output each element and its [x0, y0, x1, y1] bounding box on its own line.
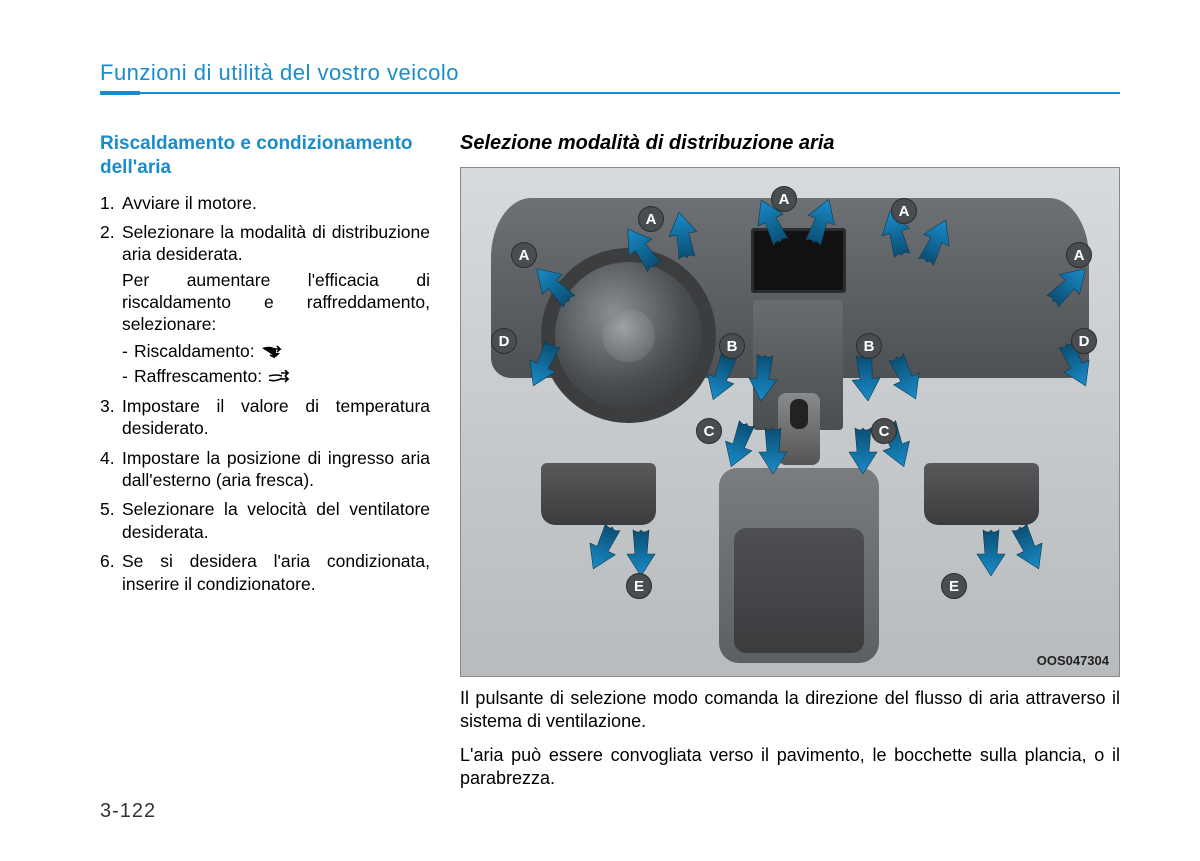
right-column: Selezione modalità di distribuzione aria… [460, 132, 1120, 791]
vent-label-a: A [638, 206, 664, 232]
step-text: Se si desidera l'aria condizionata, inse… [122, 551, 430, 593]
dash-item: Riscaldamento: [122, 340, 430, 363]
figure-caption: Il pulsante di selezione modo comanda la… [460, 687, 1120, 734]
dash-list: Riscaldamento: Raffrescamento: [122, 340, 430, 388]
dash-label: Raffrescamento: [134, 366, 262, 386]
step-item: Selezionare la modalità di distribuzione… [100, 221, 430, 388]
dash-label: Riscaldamento: [134, 341, 255, 361]
page-number: 3-122 [100, 800, 156, 823]
step-item: Se si desidera l'aria condizionata, inse… [100, 550, 430, 595]
step-item: Impostare la posizione di ingresso aria … [100, 447, 430, 492]
step-text: Impostare il valore di temperatura desid… [122, 396, 430, 438]
vent-label-b: B [719, 333, 745, 359]
vent-label-b: B [856, 333, 882, 359]
vent-label-a: A [1066, 242, 1092, 268]
figure-title: Selezione modalità di distribuzione aria [460, 132, 1120, 155]
step-subtext: Per aumentare l'efficacia di riscaldamen… [122, 269, 430, 336]
figure-caption: L'aria può essere convogliata verso il p… [460, 744, 1120, 791]
vent-label-e: E [941, 573, 967, 599]
center-console [719, 468, 879, 663]
content-area: Riscaldamento e condizionamento dell'ari… [100, 132, 1120, 791]
step-text: Avviare il motore. [122, 193, 257, 213]
vent-label-a: A [771, 186, 797, 212]
left-column: Riscaldamento e condizionamento dell'ari… [100, 132, 430, 791]
vent-label-d: D [1071, 328, 1097, 354]
figure-code: OOS047304 [1037, 653, 1109, 668]
header-rule [100, 92, 1120, 94]
floor-vent-icon [260, 341, 282, 361]
step-text: Selezionare la modalità di distribuzione… [122, 222, 430, 264]
vent-label-e: E [626, 573, 652, 599]
face-vent-icon [267, 366, 289, 386]
vent-label-c: C [696, 418, 722, 444]
step-item: Avviare il motore. [100, 192, 430, 214]
chapter-title: Funzioni di utilità del vostro veicolo [100, 60, 1120, 86]
vent-label-a: A [891, 198, 917, 224]
dashboard-figure: OOS047304 A A A A A D B B D C C E E [460, 167, 1120, 677]
vent-label-c: C [871, 418, 897, 444]
step-item: Selezionare la velocità del ventilatore … [100, 498, 430, 543]
steps-list: Avviare il motore. Selezionare la modali… [100, 192, 430, 596]
vent-label-d: D [491, 328, 517, 354]
rear-vent-left [541, 463, 656, 525]
step-text: Selezionare la velocità del ventilatore … [122, 499, 430, 541]
vent-label-a: A [511, 242, 537, 268]
step-item: Impostare il valore di temperatura desid… [100, 395, 430, 440]
step-text: Impostare la posizione di ingresso aria … [122, 448, 430, 490]
section-title: Riscaldamento e condizionamento dell'ari… [100, 132, 430, 180]
dash-item: Raffrescamento: [122, 365, 430, 388]
rear-vent-right [924, 463, 1039, 525]
